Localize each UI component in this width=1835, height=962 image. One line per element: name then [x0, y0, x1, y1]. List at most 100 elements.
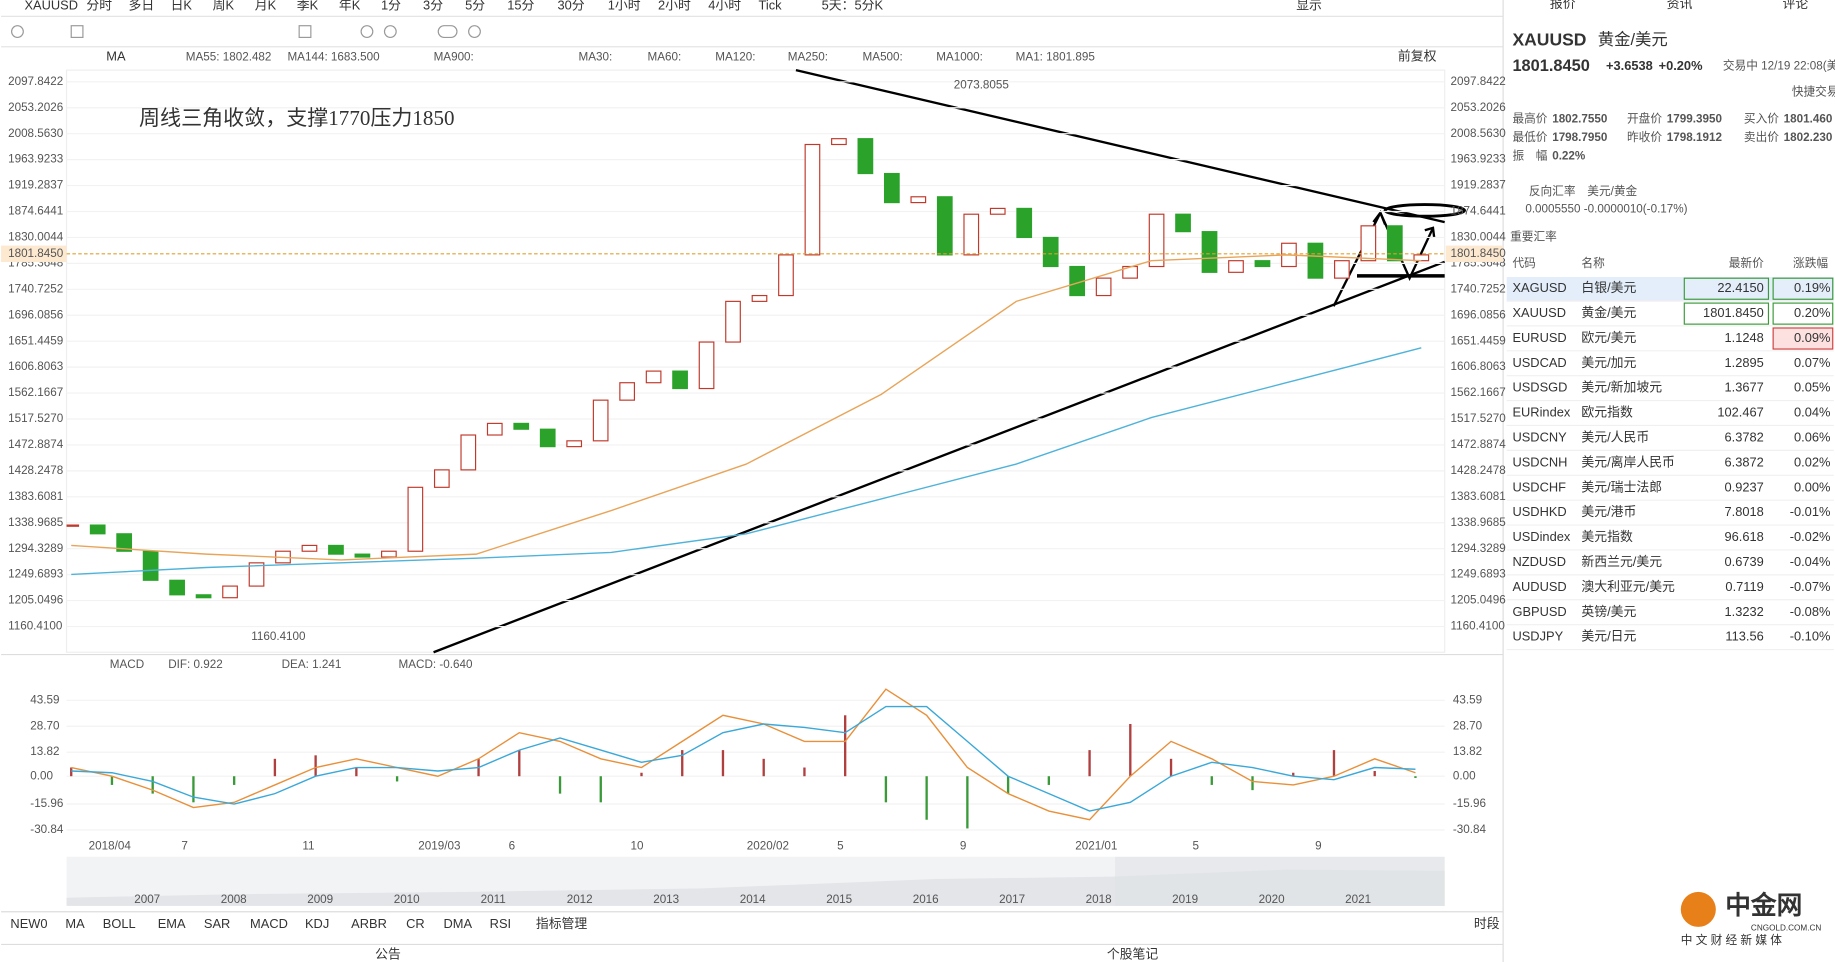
period-tab[interactable]: 30分: [557, 0, 584, 12]
cell[interactable]: 澳大利亚元/美元: [1581, 579, 1675, 594]
support-line[interactable]: [433, 260, 1446, 654]
cell[interactable]: NZDUSD: [1512, 554, 1566, 569]
period-tab[interactable]: 月K: [255, 0, 277, 12]
cell[interactable]: USDCNH: [1512, 454, 1567, 469]
indicator-tab[interactable]: MACD: [250, 916, 288, 931]
cell[interactable]: AUDUSD: [1512, 579, 1566, 594]
cell[interactable]: USDCHF: [1512, 479, 1566, 494]
cell[interactable]: 白银/美元: [1581, 280, 1636, 295]
y-tick-label: -30.84: [1453, 823, 1487, 836]
cell[interactable]: 美元/加元: [1581, 355, 1636, 370]
cell: 1.2895: [1724, 355, 1763, 370]
macd-bar: [1210, 776, 1213, 785]
adjust-button[interactable]: 前复权: [1398, 49, 1437, 64]
macd-name[interactable]: MACD: [110, 658, 144, 671]
candle: [698, 341, 715, 390]
period-tab[interactable]: 5分: [465, 0, 485, 12]
footer-tab[interactable]: 个股笔记: [1107, 946, 1159, 961]
indicator-tab[interactable]: NEW0: [10, 916, 47, 931]
timeline-window[interactable]: [1115, 856, 1445, 906]
period-tab[interactable]: 年K: [339, 0, 361, 12]
indicator-tab[interactable]: KDJ: [305, 916, 329, 931]
icon[interactable]: [298, 25, 312, 38]
cell[interactable]: USDCAD: [1512, 355, 1566, 370]
indicator-tab[interactable]: MA: [65, 916, 85, 931]
cell[interactable]: USDindex: [1512, 529, 1570, 544]
period-tab[interactable]: 多日: [128, 0, 154, 12]
symbol[interactable]: XAUUSD: [24, 0, 78, 12]
x-tick-label: 9: [1315, 839, 1322, 852]
candle: [1386, 225, 1403, 262]
quick-trade[interactable]: 快捷交易: [1792, 84, 1835, 98]
cell[interactable]: 新西兰元/美元: [1581, 554, 1662, 569]
cell[interactable]: 美元/人民币: [1581, 429, 1649, 444]
cell[interactable]: USDHKD: [1512, 504, 1566, 519]
candle: [883, 172, 900, 204]
cell[interactable]: 欧元指数: [1581, 405, 1633, 420]
period-tab[interactable]: 季K: [297, 0, 319, 12]
indicator-tab[interactable]: DMA: [444, 916, 473, 931]
cell[interactable]: 美元/港币: [1581, 504, 1636, 519]
display-menu[interactable]: 显示: [1296, 0, 1322, 12]
session[interactable]: 时段: [1474, 916, 1500, 931]
icon[interactable]: [70, 25, 84, 38]
cell[interactable]: 美元/新加坡元: [1581, 380, 1662, 395]
icon[interactable]: [360, 25, 374, 38]
cell[interactable]: 黄金/美元: [1581, 305, 1636, 320]
cell: 102.467: [1717, 405, 1763, 420]
ellipse[interactable]: [1383, 203, 1467, 218]
period-tab[interactable]: 15分: [507, 0, 534, 12]
cell[interactable]: 美元指数: [1581, 529, 1633, 544]
panel-tab[interactable]: 报价: [1550, 0, 1576, 11]
icon[interactable]: [11, 25, 24, 38]
arrow-head[interactable]: [1372, 210, 1436, 238]
panel-tab[interactable]: 资讯: [1667, 0, 1693, 11]
period-tab[interactable]: 分时: [86, 0, 112, 12]
y-tick-label: 1830.0044: [8, 231, 64, 244]
cell[interactable]: 美元/离岸人民币: [1581, 454, 1674, 469]
period-tab[interactable]: 周K: [213, 0, 235, 12]
period-tab[interactable]: 日K: [171, 0, 193, 12]
cell[interactable]: USDCNY: [1512, 429, 1567, 444]
ma-name[interactable]: MA: [106, 49, 126, 64]
cell[interactable]: EURindex: [1512, 405, 1570, 420]
indicator-tab[interactable]: BOLL: [103, 916, 136, 931]
footer-tab[interactable]: 公告: [375, 946, 401, 961]
cell[interactable]: 美元/日元: [1581, 629, 1636, 644]
panel-tab[interactable]: 评论: [1782, 0, 1808, 11]
cell[interactable]: 美元/瑞士法郎: [1581, 479, 1662, 494]
period-tab[interactable]: 4小时: [708, 0, 741, 12]
indicator-tab[interactable]: RSI: [490, 916, 511, 931]
y-tick-label: 1919.2837: [8, 179, 63, 192]
period-tab[interactable]: 5天：5分K: [822, 0, 884, 12]
period-tab[interactable]: 1分: [381, 0, 401, 12]
period-tab[interactable]: 1小时: [608, 0, 641, 12]
cell[interactable]: 欧元/美元: [1581, 330, 1636, 345]
cell[interactable]: XAGUSD: [1512, 280, 1566, 295]
cell[interactable]: GBPUSD: [1512, 604, 1566, 619]
period-tab[interactable]: Tick: [759, 0, 783, 12]
icon[interactable]: [437, 25, 458, 38]
y-tick-label: 43.59: [30, 693, 59, 706]
resistance-line[interactable]: [795, 68, 1445, 224]
y-tick-label: 1606.8063: [8, 360, 63, 373]
indicator-tab[interactable]: SAR: [204, 916, 230, 931]
stat: 1798.7950: [1552, 131, 1608, 144]
candle: [1175, 213, 1191, 233]
period-tab[interactable]: 2小时: [658, 0, 691, 12]
cell[interactable]: EURUSD: [1512, 330, 1566, 345]
cell[interactable]: USDSGD: [1512, 380, 1567, 395]
indicator-tab[interactable]: EMA: [158, 916, 186, 931]
indicator-manage[interactable]: 指标管理: [536, 916, 588, 931]
cell[interactable]: 英镑/美元: [1581, 604, 1636, 619]
icon[interactable]: [383, 25, 397, 38]
cell[interactable]: USDJPY: [1512, 629, 1563, 644]
icon[interactable]: [468, 25, 481, 38]
macd-bar: [110, 776, 114, 785]
x-tick-label: 2019/03: [418, 839, 460, 852]
period-tab[interactable]: 3分: [423, 0, 443, 12]
indicator-tab[interactable]: ARBR: [351, 916, 387, 931]
macd-item: DEA: 1.241: [282, 658, 342, 671]
cell[interactable]: XAUUSD: [1512, 305, 1566, 320]
indicator-tab[interactable]: CR: [406, 916, 425, 931]
